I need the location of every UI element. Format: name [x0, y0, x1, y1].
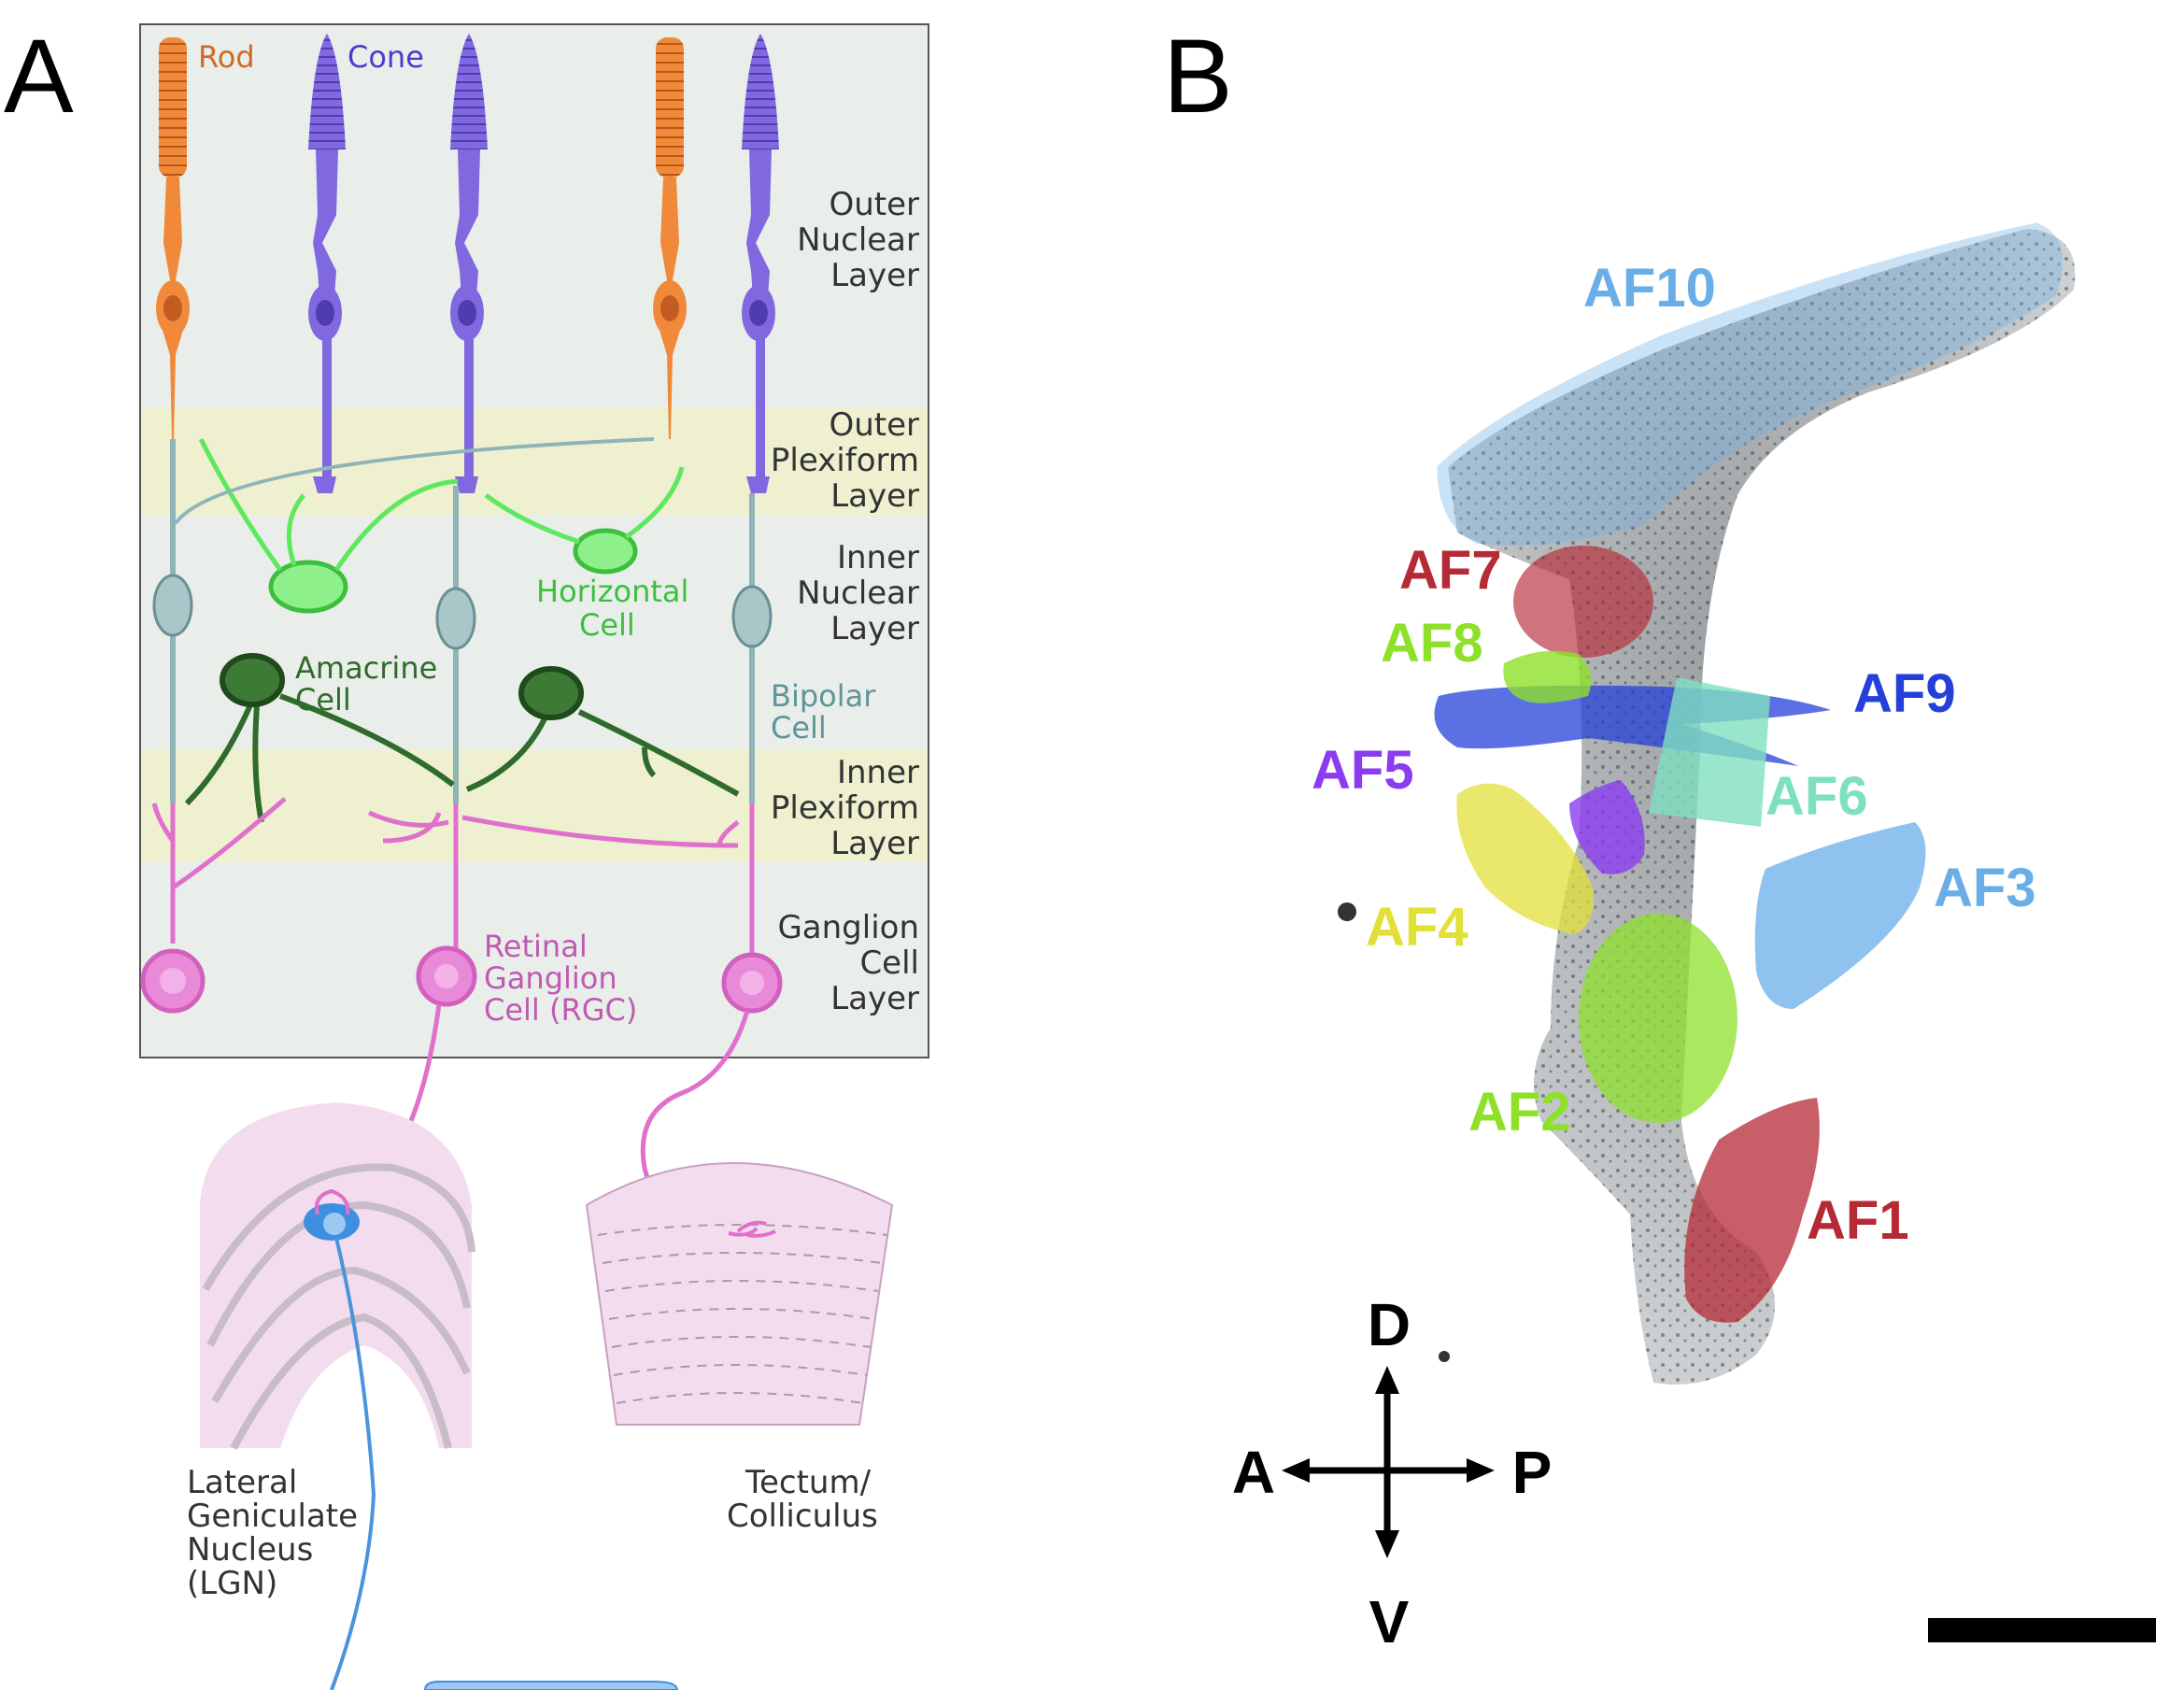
cone-label: Cone: [347, 39, 424, 75]
layer-inl-2: Nuclear: [797, 575, 919, 612]
layer-onl-3: Layer: [830, 257, 919, 294]
layer-opl-3: Layer: [830, 477, 919, 515]
layer-onl-2: Nuclear: [797, 221, 919, 259]
cone-cell-3: [742, 34, 779, 493]
bipolar-cell-right: [731, 493, 773, 803]
af10-region: [1437, 222, 2063, 546]
posterior-label: P: [1512, 1439, 1553, 1506]
af1-region: [1684, 1098, 1820, 1323]
af2-label: AF2: [1468, 1082, 1571, 1143]
ganglion-cell-right: [640, 803, 783, 1236]
layer-gcl-1: Ganglion: [777, 909, 919, 946]
tectum-illustration: [585, 1162, 894, 1426]
layer-gcl-3: Layer: [830, 980, 919, 1017]
rod-cell-right: [653, 37, 687, 439]
af5-label: AF5: [1312, 740, 1414, 801]
layer-inl-1: Inner: [837, 539, 919, 576]
inner-plexiform-band: [141, 749, 928, 861]
amacrine-cell-right: [465, 666, 740, 797]
ganglion-cell-left: [140, 797, 287, 1014]
cone-cell-1: [308, 34, 346, 493]
af8-region: [1503, 650, 1592, 703]
rgc-label-2: Ganglion: [484, 960, 617, 996]
layer-ipl-1: Inner: [837, 754, 919, 791]
cone-cell-2: [450, 34, 488, 493]
tectum-label-2: Colliculus: [727, 1498, 878, 1535]
bipolar-cell-label-2: Cell: [771, 710, 827, 746]
bipolar-cell-left: [152, 439, 193, 803]
horizontal-cell-label-1: Horizontal: [536, 574, 688, 609]
panel-a-letter: A: [4, 18, 74, 135]
panel-b-letter: B: [1163, 18, 1233, 135]
bipolar-cell-middle: [435, 486, 476, 803]
lgn-label-4: (LGN): [187, 1565, 277, 1602]
layer-onl-1: Outer: [829, 186, 919, 223]
retina-diagram: Rod Cone Horizontal Cell Amacrine Cell B…: [139, 23, 929, 1236]
lgn-label-3: Nucleus: [187, 1531, 313, 1569]
af2-region: [1579, 914, 1737, 1123]
af3-label: AF3: [1934, 858, 2036, 918]
af3-region: [1754, 822, 1926, 1009]
layer-ipl-2: Plexiform: [771, 789, 919, 827]
layer-opl-1: Outer: [829, 406, 919, 444]
tectum-label-1: Tectum/: [745, 1464, 872, 1501]
horizontal-cell-right: [484, 466, 685, 575]
horizontal-cell-label-2: Cell: [579, 607, 635, 643]
lgn-label-2: Geniculate: [187, 1498, 358, 1535]
lgn-label-1: Lateral: [187, 1464, 297, 1501]
anterior-label: A: [1232, 1439, 1275, 1506]
orientation-compass: [1282, 1366, 1495, 1558]
rod-cell-left: [156, 37, 190, 439]
af1-label: AF1: [1807, 1190, 1909, 1251]
dorsal-label: D: [1368, 1291, 1411, 1358]
af6-region: [1649, 677, 1770, 827]
af7-region: [1513, 546, 1653, 658]
rod-label: Rod: [198, 39, 255, 75]
af8-label: AF8: [1381, 613, 1483, 674]
arborization-field-image: [1338, 222, 2076, 1385]
af7-label: AF7: [1399, 540, 1502, 601]
af4-region: [1456, 783, 1594, 934]
retina-panel-background: [139, 23, 929, 1058]
af6-label: AF6: [1766, 766, 1868, 827]
bipolar-crossing-dendrite: [174, 437, 655, 525]
amacrine-cell-left: [184, 653, 455, 823]
af10-label: AF10: [1583, 258, 1716, 319]
af5-region: [1569, 780, 1645, 874]
outer-plexiform-band: [141, 407, 928, 516]
lgn-illustration: [200, 1102, 679, 1690]
scale-bar: [1928, 1618, 2156, 1642]
rgc-label-3: Cell (RGC): [484, 992, 637, 1028]
af9-label: AF9: [1853, 663, 1956, 724]
rgc-label-1: Retinal: [484, 929, 588, 964]
layer-inl-3: Layer: [830, 610, 919, 647]
bipolar-cell-label-1: Bipolar: [771, 678, 876, 714]
layer-opl-2: Plexiform: [771, 442, 919, 479]
af4-label: AF4: [1366, 897, 1468, 958]
layer-gcl-2: Cell: [859, 944, 919, 982]
amacrine-cell-label-1: Amacrine: [295, 650, 437, 686]
layer-ipl-3: Layer: [830, 825, 919, 862]
amacrine-cell-label-2: Cell: [295, 682, 351, 717]
ventral-label: V: [1369, 1588, 1410, 1655]
horizontal-cell-left: [198, 437, 459, 614]
